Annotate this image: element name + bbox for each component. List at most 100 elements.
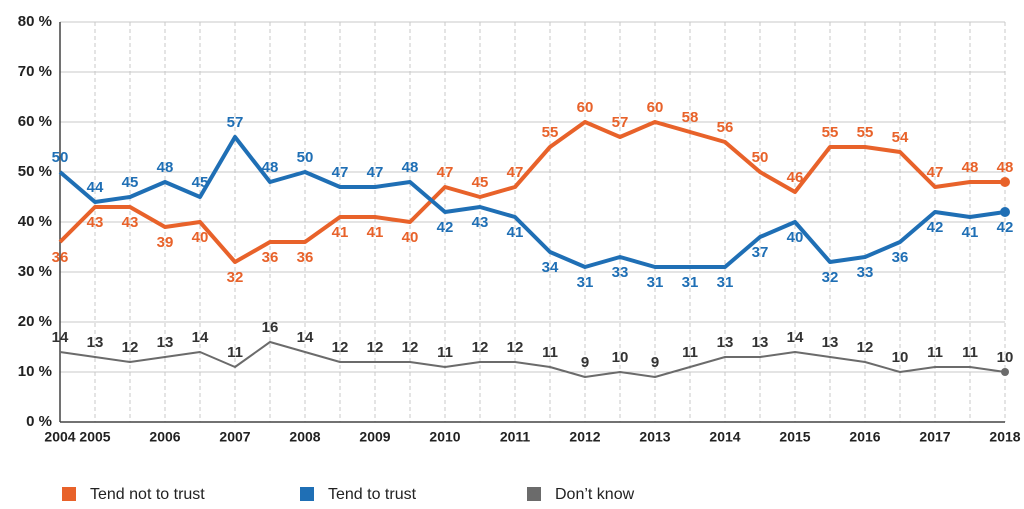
value-label: 31: [647, 274, 664, 291]
end-marker: [1000, 177, 1010, 187]
value-label: 48: [962, 159, 979, 176]
x-tick-label: 2014: [709, 429, 740, 445]
value-label: 14: [787, 329, 804, 346]
value-label: 40: [402, 229, 419, 246]
value-label: 13: [717, 334, 734, 351]
value-label: 55: [542, 124, 559, 141]
value-label: 47: [507, 164, 524, 181]
x-tick-label: 2017: [919, 429, 950, 445]
y-tick-label: 20 %: [18, 313, 52, 330]
y-tick-label: 10 %: [18, 363, 52, 380]
value-label: 41: [962, 224, 979, 241]
value-label: 12: [857, 339, 874, 356]
value-label: 45: [192, 174, 209, 191]
y-tick-label: 80 %: [18, 13, 52, 30]
value-label: 10: [612, 349, 629, 366]
value-label: 13: [87, 334, 104, 351]
legend-swatch: [62, 487, 76, 501]
value-label: 41: [367, 224, 384, 241]
end-marker: [1000, 207, 1010, 217]
value-label: 31: [717, 274, 734, 291]
value-label: 12: [367, 339, 384, 356]
value-label: 43: [472, 214, 489, 231]
x-tick-label: 2005: [79, 429, 110, 445]
value-label: 57: [612, 114, 629, 131]
value-label: 16: [262, 319, 279, 336]
value-label: 11: [682, 344, 698, 361]
x-tick-label: 2018: [989, 429, 1020, 445]
series-line: [58, 120, 1005, 264]
x-tick-label: 2007: [219, 429, 250, 445]
value-label: 50: [752, 149, 769, 166]
value-label: 11: [227, 344, 243, 361]
legend-label: Don’t know: [555, 486, 635, 503]
value-label: 55: [822, 124, 839, 141]
value-label: 47: [437, 164, 454, 181]
value-label: 12: [332, 339, 349, 356]
value-label: 58: [682, 109, 699, 126]
legend-swatch: [527, 487, 541, 501]
value-label: 14: [297, 329, 314, 346]
series-line: [59, 341, 1006, 378]
value-label: 11: [962, 344, 978, 361]
y-tick-label: 60 %: [18, 113, 52, 130]
value-label: 11: [542, 344, 558, 361]
x-tick-label: 2015: [779, 429, 810, 445]
x-tick-label: 2004: [44, 429, 75, 445]
value-label: 11: [437, 344, 453, 361]
value-label: 33: [612, 264, 629, 281]
value-label: 50: [297, 149, 314, 166]
legend-label: Tend to trust: [328, 486, 417, 503]
value-label: 56: [717, 119, 734, 136]
value-label: 60: [647, 99, 664, 116]
y-tick-label: 50 %: [18, 163, 52, 180]
value-label: 47: [332, 164, 349, 181]
value-label: 47: [927, 164, 944, 181]
end-marker: [1001, 368, 1009, 376]
value-label: 55: [857, 124, 874, 141]
value-label: 40: [192, 229, 209, 246]
value-label: 9: [581, 354, 589, 371]
value-label: 54: [892, 129, 909, 146]
x-tick-label: 2012: [569, 429, 600, 445]
x-tick-label: 2006: [149, 429, 180, 445]
value-label: 12: [402, 339, 419, 356]
value-label: 12: [472, 339, 489, 356]
value-label: 39: [157, 234, 174, 251]
value-label: 48: [402, 159, 419, 176]
y-tick-label: 70 %: [18, 63, 52, 80]
value-label: 36: [262, 249, 279, 266]
value-label: 31: [577, 274, 594, 291]
x-tick-label: 2011: [500, 429, 531, 445]
x-tick-label: 2016: [849, 429, 880, 445]
value-label: 12: [507, 339, 524, 356]
value-label: 40: [787, 229, 804, 246]
value-label: 34: [542, 259, 559, 276]
value-label: 46: [787, 169, 804, 186]
value-label: 42: [997, 219, 1014, 236]
value-label: 32: [822, 269, 839, 286]
value-label: 10: [997, 349, 1014, 366]
value-label: 44: [87, 179, 104, 196]
y-tick-label: 30 %: [18, 263, 52, 280]
value-label: 43: [87, 214, 104, 231]
legend-label: Tend not to trust: [90, 486, 205, 503]
value-label: 48: [157, 159, 174, 176]
value-label: 41: [332, 224, 349, 241]
value-label: 36: [297, 249, 314, 266]
series-line: [58, 135, 1006, 269]
x-tick-label: 2013: [639, 429, 670, 445]
value-label: 11: [927, 344, 943, 361]
value-label: 41: [507, 224, 524, 241]
value-label: 36: [892, 249, 909, 266]
value-label: 12: [122, 339, 139, 356]
x-tick-label: 2010: [429, 429, 460, 445]
value-label: 48: [262, 159, 279, 176]
value-label: 13: [822, 334, 839, 351]
value-label: 57: [227, 114, 244, 131]
value-label: 42: [927, 219, 944, 236]
value-label: 48: [997, 159, 1014, 176]
value-label: 31: [682, 274, 699, 291]
value-label: 37: [752, 244, 769, 261]
